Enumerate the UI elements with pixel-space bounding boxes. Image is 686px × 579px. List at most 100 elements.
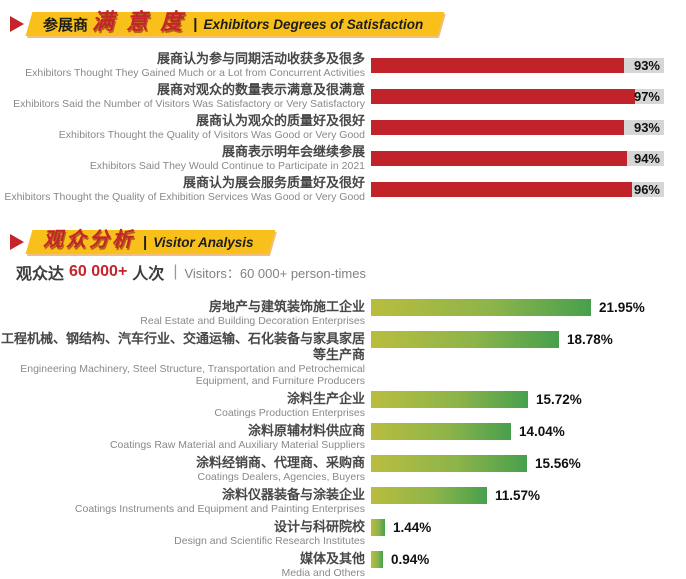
bar-label: 展商认为参与同期活动收获多及很多 Exhibitors Thought They… [0, 51, 365, 79]
bar-label-en: Coatings Raw Material and Auxiliary Mate… [109, 439, 365, 451]
bar-label: 设计与科研院校 Design and Scientific Research I… [0, 519, 365, 547]
visitor-analysis-section: 观众分析 | Visitor Analysis 观众达 60 000+ 人次 |… [0, 229, 686, 579]
bar-wrap: 1.44% [371, 519, 431, 536]
bar-label-en: Engineering Machinery, Steel Structure, … [20, 363, 365, 387]
bar-fill [371, 391, 528, 408]
visitor-chart-row: 工程机械、钢结构、汽车行业、交通运输、石化装备与家具家居等生产商 Enginee… [0, 331, 686, 387]
bar-value-label: 1.44% [393, 520, 432, 535]
bar-label-cn: 工程机械、钢结构、汽车行业、交通运输、石化装备与家具家居等生产商 [0, 331, 365, 362]
satisfaction-title-cn-stylized: 满 意 度 [92, 9, 186, 34]
bar-label-en: Exhibitors Thought the Quality of Exhibi… [4, 191, 365, 203]
visitor-title-en: Visitor Analysis [153, 234, 254, 250]
visitor-bar-chart: 房地产与建筑装饰施工企业 Real Estate and Building De… [0, 299, 686, 579]
visitor-chart-row: 设计与科研院校 Design and Scientific Research I… [0, 519, 686, 547]
bar-track: 93% [371, 119, 664, 135]
bar-value-label: 93% [633, 57, 660, 73]
bar-value-label: 97% [633, 88, 660, 104]
bar-label-cn: 展商认为参与同期活动收获多及很多 [156, 51, 365, 66]
satisfaction-chart-row: 展商表示明年会继续参展 Exhibitors Said They Would C… [0, 144, 686, 172]
bar-wrap: 14.04% [371, 423, 565, 440]
bar-label-cn: 展商认为观众的质量好及很好 [195, 113, 365, 128]
bar-label: 涂料仪器装备与涂装企业 Coatings Instruments and Equ… [0, 487, 365, 515]
satisfaction-title-en: Exhibitors Degrees of Satisfaction [203, 16, 424, 32]
bar-fill [371, 519, 385, 536]
satisfaction-chart-row: 展商认为参与同期活动收获多及很多 Exhibitors Thought They… [0, 51, 686, 79]
bar-track: 96% [371, 181, 664, 197]
visitor-title-cn-stylized: 观众分析 [43, 229, 135, 251]
banner-divider: | [143, 233, 148, 251]
bar-track: 93% [371, 57, 664, 73]
bar-label-cn: 媒体及其他 [299, 551, 365, 566]
bar-fill [371, 487, 487, 504]
bar-label-cn: 展商表示明年会继续参展 [221, 144, 365, 159]
bar-value-label: 18.78% [567, 332, 613, 347]
visitor-chart-row: 涂料生产企业 Coatings Production Enterprises 1… [0, 391, 686, 419]
bar-label-cn: 涂料经销商、代理商、采购商 [195, 455, 365, 470]
banner-divider: | [193, 15, 198, 33]
triangle-bullet-icon [10, 16, 24, 32]
visitor-count-value: 60 000+ [69, 263, 128, 280]
bar-value-label: 15.56% [535, 456, 581, 471]
bar-fill [371, 423, 511, 440]
triangle-bullet-icon [10, 234, 24, 250]
bar-label-en: Exhibitors Thought the Quality of Visito… [58, 129, 365, 141]
visitor-count-en: Visitors：60 000+ person-times [184, 265, 366, 281]
visitor-count-line: 观众达 60 000+ 人次 | Visitors：60 000+ person… [16, 260, 686, 284]
satisfaction-chart-row: 展商认为展会服务质量好及很好 Exhibitors Thought the Qu… [0, 175, 686, 203]
bar-label-en: Coatings Production Enterprises [214, 407, 365, 419]
satisfaction-banner-body: 参展商 满 意 度 | Exhibitors Degrees of Satisf… [29, 9, 441, 36]
visitor-chart-row: 房地产与建筑装饰施工企业 Real Estate and Building De… [0, 299, 686, 327]
bar-fill [371, 331, 559, 348]
bar-label: 媒体及其他 Media and Others [0, 551, 365, 579]
stat-divider: | [173, 263, 178, 280]
visitor-chart-row: 涂料经销商、代理商、采购商 Coatings Dealers, Agencies… [0, 455, 686, 483]
visitor-chart-row: 媒体及其他 Media and Others 0.94% [0, 551, 686, 579]
bar-label-cn: 房地产与建筑装饰施工企业 [208, 299, 365, 314]
bar-value-label: 94% [633, 150, 660, 166]
visitor-count-suffix-cn: 人次 [132, 266, 165, 283]
bar-fill [371, 455, 527, 472]
visitor-count-prefix-cn: 观众达 [16, 266, 65, 283]
bar-label-en: Media and Others [281, 567, 365, 579]
bar-label-en: Design and Scientific Research Institute… [174, 535, 365, 547]
bar-label-cn: 展商认为展会服务质量好及很好 [182, 175, 365, 190]
bar-value-label: 93% [633, 119, 660, 135]
satisfaction-title-cn-prefix: 参展商 [43, 16, 89, 34]
bar-label-en: Exhibitors Thought They Gained Much or a… [25, 67, 365, 79]
bar-fill [371, 119, 624, 135]
bar-fill [371, 551, 383, 568]
bar-label-cn: 涂料仪器装备与涂装企业 [221, 487, 365, 502]
bar-label-en: Coatings Dealers, Agencies, Buyers [197, 471, 365, 483]
bar-wrap: 15.72% [371, 391, 582, 408]
satisfaction-bar-chart: 展商认为参与同期活动收获多及很多 Exhibitors Thought They… [0, 51, 686, 203]
bar-value-label: 11.57% [495, 488, 541, 503]
bar-wrap: 21.95% [371, 299, 645, 316]
bar-label: 展商认为展会服务质量好及很好 Exhibitors Thought the Qu… [0, 175, 365, 203]
bar-label: 涂料生产企业 Coatings Production Enterprises [0, 391, 365, 419]
bar-label: 展商认为观众的质量好及很好 Exhibitors Thought the Qua… [0, 113, 365, 141]
bar-fill [371, 88, 635, 104]
bar-value-label: 96% [633, 181, 660, 197]
exhibitor-satisfaction-section: 参展商 满 意 度 | Exhibitors Degrees of Satisf… [0, 9, 686, 203]
bar-label-en: Exhibitors Said They Would Continue to P… [89, 160, 365, 172]
bar-label-en: Real Estate and Building Decoration Ente… [140, 315, 365, 327]
bar-wrap: 15.56% [371, 455, 581, 472]
bar-wrap: 18.78% [371, 331, 613, 348]
bar-value-label: 14.04% [519, 424, 565, 439]
bar-label: 涂料经销商、代理商、采购商 Coatings Dealers, Agencies… [0, 455, 365, 483]
bar-label-en: Exhibitors Said the Number of Visitors W… [13, 98, 365, 110]
bar-fill [371, 150, 627, 166]
bar-label: 展商对观众的数量表示满意及很满意 Exhibitors Said the Num… [0, 82, 365, 110]
bar-value-label: 0.94% [391, 552, 430, 567]
satisfaction-chart-row: 展商对观众的数量表示满意及很满意 Exhibitors Said the Num… [0, 82, 686, 110]
visitor-chart-row: 涂料仪器装备与涂装企业 Coatings Instruments and Equ… [0, 487, 686, 515]
bar-label: 工程机械、钢结构、汽车行业、交通运输、石化装备与家具家居等生产商 Enginee… [0, 331, 365, 387]
bar-label-en: Coatings Instruments and Equipment and P… [74, 503, 365, 515]
bar-fill [371, 299, 591, 316]
bar-wrap: 11.57% [371, 487, 540, 504]
bar-label: 房地产与建筑装饰施工企业 Real Estate and Building De… [0, 299, 365, 327]
bar-fill [371, 181, 632, 197]
satisfaction-chart-row: 展商认为观众的质量好及很好 Exhibitors Thought the Qua… [0, 113, 686, 141]
bar-track: 94% [371, 150, 664, 166]
satisfaction-banner: 参展商 满 意 度 | Exhibitors Degrees of Satisf… [10, 9, 686, 36]
